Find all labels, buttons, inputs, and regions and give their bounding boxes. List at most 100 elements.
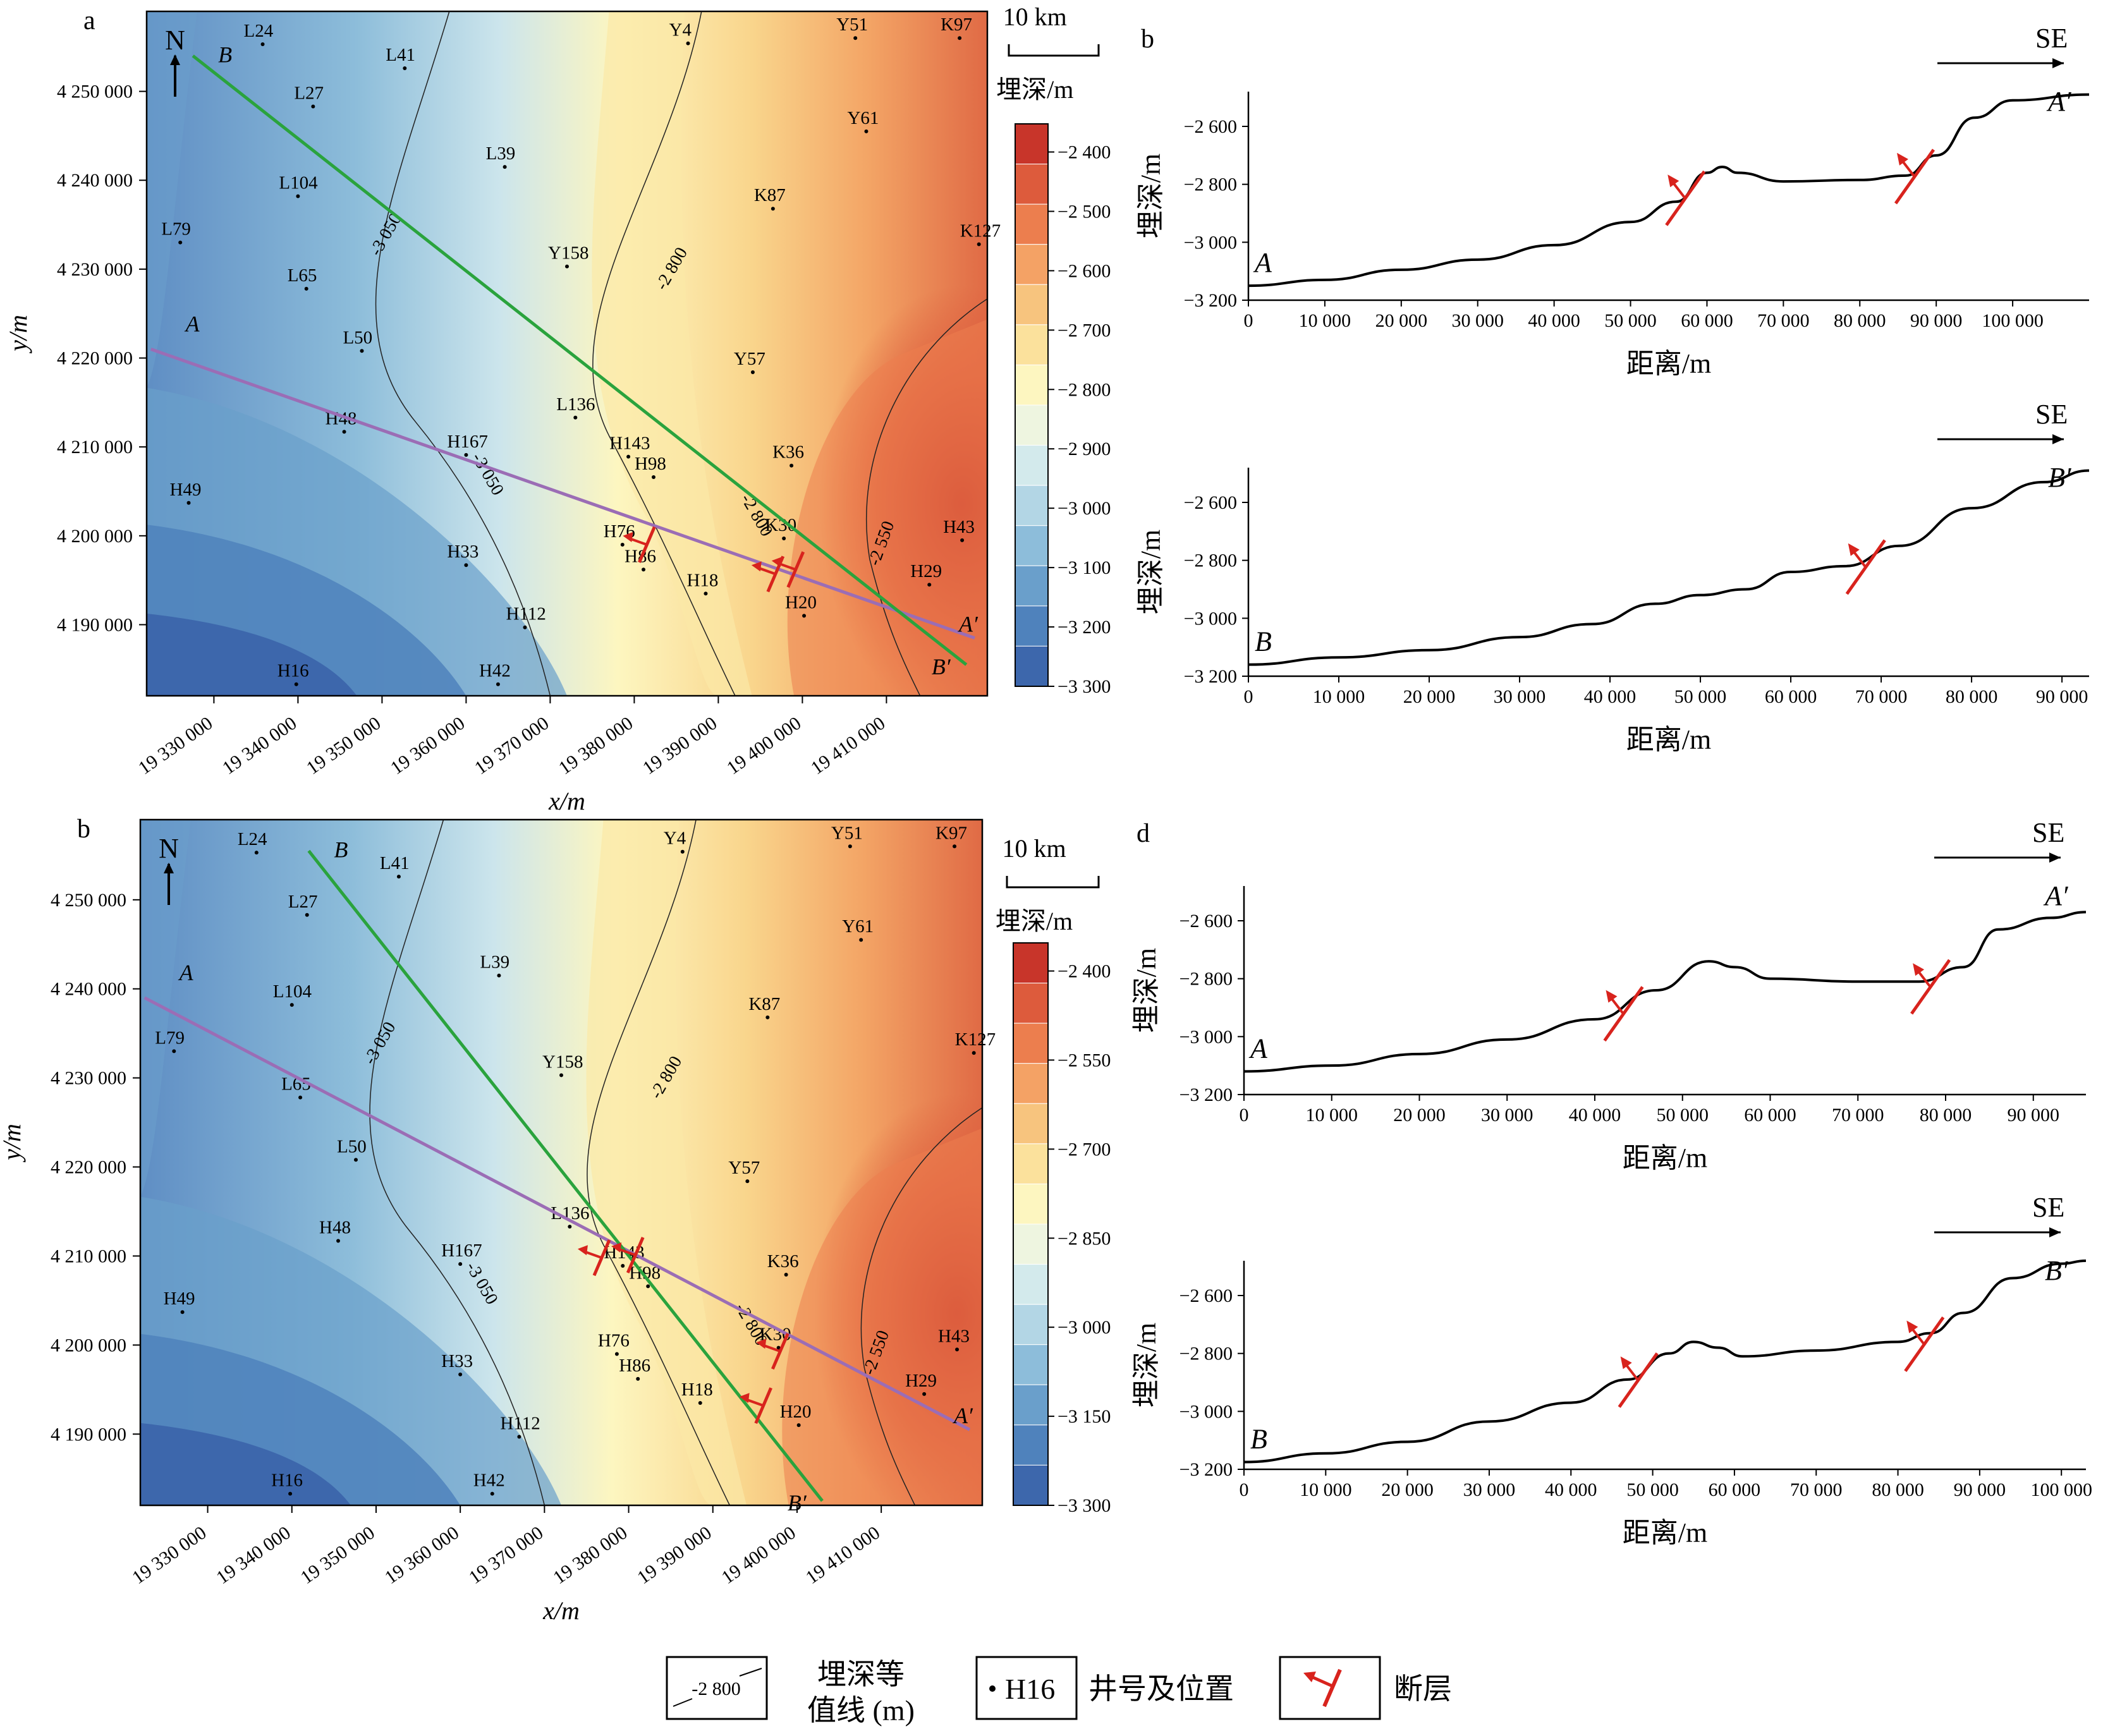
well-marker	[464, 563, 468, 568]
section-x-tick-label: 80 000	[1834, 310, 1886, 331]
well-marker	[490, 1491, 494, 1496]
legend-frame	[1013, 942, 1049, 1506]
y-tick-label: 4 200 000	[51, 1335, 126, 1356]
fault-tick	[1624, 1363, 1640, 1381]
well-marker	[565, 264, 569, 269]
fault-tick	[1609, 997, 1625, 1015]
well-label: H86	[619, 1356, 650, 1376]
fault-tick	[583, 1250, 602, 1260]
legend-well-text: 井号及位置	[1088, 1673, 1234, 1705]
direction-label: SE	[2035, 23, 2068, 54]
well-label: L27	[294, 83, 324, 103]
legend-swatch	[1015, 404, 1049, 446]
section-y-label: 埋深/m	[1131, 1323, 1162, 1407]
legend-tick-label: −2 400	[1058, 961, 1111, 982]
section-x-tick-label: 40 000	[1528, 310, 1580, 331]
legend-tick-label: −3 000	[1058, 1317, 1111, 1338]
section-x-tick-label: 70 000	[1790, 1479, 1843, 1500]
well-label: L79	[155, 1028, 185, 1048]
color-legend-bottom: 10 km 埋深/m −2 400 −2 550 −2 700 −2 850 −3 000 −…	[996, 834, 1111, 1516]
well-marker	[782, 537, 786, 541]
x-tick-label: 19 350 000	[303, 713, 385, 779]
well-label: H167	[441, 1241, 482, 1261]
section-profile-line	[1248, 469, 2090, 666]
direction-label: SE	[2032, 1192, 2064, 1223]
well-marker	[523, 625, 527, 629]
well-label: L50	[337, 1136, 367, 1156]
well-label: H16	[271, 1471, 303, 1491]
legend-tick-label: −2 400	[1058, 142, 1111, 163]
well-label: L65	[288, 265, 317, 286]
fault-symbol	[771, 551, 805, 588]
legend-contour-text-line1: 埋深等	[817, 1658, 905, 1690]
y-tick-label: 4 230 000	[57, 259, 133, 280]
fault-tick	[757, 566, 776, 576]
section-x-tick-label: 100 000	[2030, 1479, 2092, 1500]
legend-swatch	[1013, 1304, 1049, 1345]
section-x-tick-label: 50 000	[1626, 1479, 1679, 1500]
well-label: H29	[910, 561, 942, 581]
section-x-tick-label: 90 000	[2036, 686, 2088, 707]
well-marker	[853, 36, 858, 40]
panel-letter: b	[77, 815, 90, 844]
well-label: L136	[556, 394, 595, 415]
legend-title: 埋深/m	[996, 75, 1073, 104]
section-y-label: 埋深/m	[1135, 154, 1166, 238]
well-marker	[360, 349, 364, 353]
section-profile-line	[1243, 911, 2087, 1073]
contour-2800	[592, 11, 736, 696]
well-label: L27	[288, 892, 318, 912]
map-frame	[139, 818, 984, 1507]
fault-arrow	[577, 1245, 588, 1256]
legend-title: 埋深/m	[996, 907, 1073, 935]
well-marker	[859, 938, 863, 942]
well-marker	[626, 454, 631, 459]
legend-fault-text: 断层	[1394, 1673, 1452, 1705]
well-marker	[298, 1095, 303, 1100]
fault-tick	[762, 1344, 781, 1353]
map-fill	[147, 11, 987, 696]
fault-arrow	[739, 1393, 750, 1404]
legend-swatch	[1013, 1063, 1049, 1104]
well-marker	[180, 1310, 185, 1314]
section-x-tick-label: 90 000	[2008, 1105, 2060, 1126]
well-marker	[496, 682, 500, 686]
section-profile-line	[1248, 93, 2090, 288]
contour-3050	[375, 11, 551, 696]
section-x-tick-label: 20 000	[1403, 686, 1456, 707]
legend-swatch	[1013, 1264, 1049, 1305]
well-label: H98	[635, 454, 666, 474]
y-tick-label: 4 240 000	[57, 170, 133, 191]
section-start-label: B	[1250, 1424, 1267, 1455]
section-x-tick-label: 50 000	[1657, 1105, 1709, 1126]
legend-tick-label: −3 200	[1058, 617, 1111, 638]
section-x-tick-label: 70 000	[1757, 310, 1810, 331]
section-start-label: A	[1253, 247, 1272, 278]
section-profile-line	[1243, 1260, 2087, 1464]
y-tick-label: 4 210 000	[57, 437, 133, 458]
well-marker	[698, 1400, 702, 1405]
fault-arrow	[1913, 963, 1925, 976]
legend-swatch	[1013, 1384, 1049, 1426]
section-fault	[1910, 959, 1951, 1015]
depth-map-bottom: -3 050-3 050-2 800-2 800-2 550L24L41L27L…	[0, 815, 996, 1625]
section-x-tick-label: 0	[1240, 1105, 1249, 1126]
well-label: Y4	[669, 20, 692, 40]
well-marker	[260, 42, 265, 47]
well-marker	[288, 1491, 293, 1496]
well-label: K87	[748, 994, 780, 1014]
nw-zone	[147, 11, 197, 388]
well-marker	[503, 165, 507, 169]
x-tick-label: 19 330 000	[135, 713, 217, 779]
fault-arrow	[1667, 174, 1679, 188]
well-label: L79	[161, 219, 191, 240]
legend-swatch	[1015, 445, 1049, 486]
section-y-tick-label: −3 200	[1180, 1459, 1233, 1480]
wells: L24L41L27L39L104L79L65L50H48H167H49H33H1…	[161, 15, 1001, 686]
fault-tick	[1917, 969, 1932, 988]
well-marker	[178, 240, 183, 245]
fault-tick	[1852, 550, 1867, 569]
north-label: N	[159, 833, 179, 864]
section-x-tick-label: 10 000	[1313, 686, 1365, 707]
